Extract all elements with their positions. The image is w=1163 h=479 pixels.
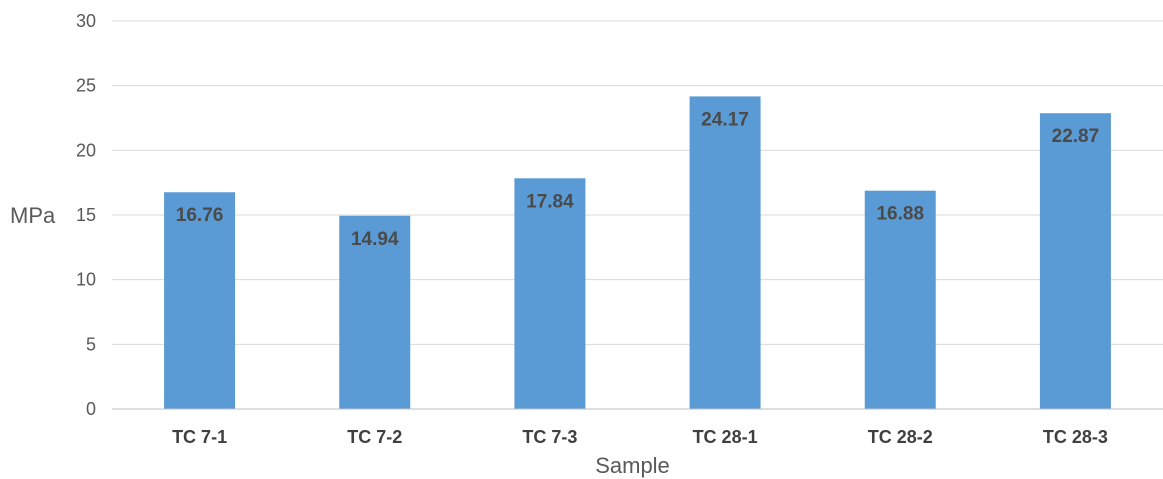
data-label: 16.88 bbox=[876, 204, 924, 225]
y-tick-label: 0 bbox=[86, 399, 96, 419]
y-tick-label: 25 bbox=[76, 76, 96, 96]
gridlines bbox=[112, 20, 1163, 345]
x-tick-label: TC 7-3 bbox=[522, 427, 577, 447]
x-axis-tick-labels: TC 7-1 TC 7-2 TC 7-3 TC 28-1 TC 28-2 TC 28-3 bbox=[172, 427, 1108, 447]
y-tick-label: 30 bbox=[76, 11, 96, 31]
data-label: 22.87 bbox=[1052, 126, 1100, 147]
data-label: 14.94 bbox=[351, 229, 399, 250]
x-tick-label: TC 7-2 bbox=[347, 427, 402, 447]
data-label: 24.17 bbox=[701, 109, 749, 130]
bar bbox=[864, 190, 936, 409]
y-tick-label: 20 bbox=[76, 140, 96, 160]
x-axis-title: Sample bbox=[595, 453, 670, 478]
data-label: 16.76 bbox=[176, 205, 224, 226]
bar bbox=[339, 215, 411, 409]
y-tick-label: 5 bbox=[86, 334, 96, 354]
y-axis-tick-labels: 0 5 10 15 20 25 30 bbox=[76, 11, 96, 419]
x-tick-label: TC 28-2 bbox=[868, 427, 933, 447]
y-tick-label: 15 bbox=[76, 205, 96, 225]
x-tick-label: TC 7-1 bbox=[172, 427, 227, 447]
y-axis-title: MPa bbox=[10, 203, 56, 228]
bar bbox=[1039, 113, 1111, 410]
bar bbox=[689, 96, 761, 409]
bar bbox=[164, 192, 236, 409]
x-tick-label: TC 28-1 bbox=[693, 427, 758, 447]
data-label: 17.84 bbox=[526, 191, 574, 212]
x-tick-label: TC 28-3 bbox=[1043, 427, 1108, 447]
bar bbox=[514, 178, 586, 409]
data-labels: 16.76 14.94 17.84 24.17 16.88 22.87 bbox=[176, 109, 1099, 249]
bars bbox=[164, 96, 1111, 410]
y-tick-label: 10 bbox=[76, 270, 96, 290]
